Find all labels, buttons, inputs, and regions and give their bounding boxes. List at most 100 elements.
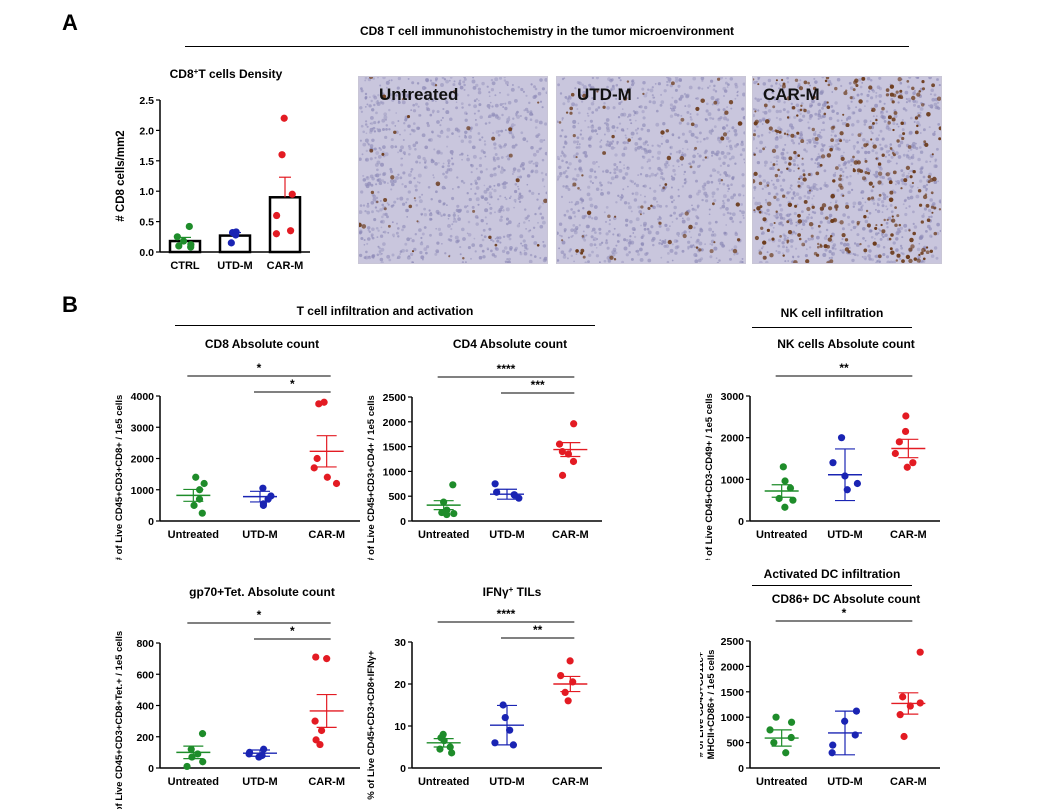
y-tick-label: 1000 — [383, 466, 407, 478]
y-tick-label: 0 — [738, 516, 744, 528]
x-category-label: Untreated — [756, 776, 807, 788]
data-point — [895, 438, 903, 446]
data-point — [317, 726, 326, 735]
y-tick-label: 2500 — [383, 392, 407, 404]
y-tick-label: 0.5 — [139, 217, 154, 229]
t-cell-section-title: T cell infiltration and activation — [296, 304, 474, 318]
data-point — [837, 434, 846, 442]
y-tick-label: 0 — [738, 763, 744, 775]
data-point — [772, 713, 780, 721]
y-tick-label: 3000 — [721, 391, 745, 403]
data-point — [766, 726, 774, 734]
chart-cd8-absolute-count: CD8 Absolute count 0 1000 2000 3000 4000 # of … — [114, 337, 360, 560]
x-category-label: CAR-M — [890, 529, 927, 541]
data-point — [782, 749, 790, 757]
data-point — [198, 509, 206, 517]
x-category-label: Untreated — [418, 776, 469, 788]
chart-title: NK cells Absolute count — [777, 337, 915, 351]
data-point — [316, 740, 324, 749]
data-point — [267, 492, 275, 500]
significance-label: * — [842, 606, 847, 620]
x-category-label: CAR-M — [552, 529, 589, 541]
cd8-stained-cells — [753, 77, 941, 263]
data-point — [909, 459, 917, 467]
micrograph-car-m-label: CAR-M — [763, 85, 820, 104]
nk-section-title: NK cell infiltration — [780, 306, 884, 320]
y-axis-label: # of Live CD45+CD3-CD49+ / 1e5 cells — [704, 393, 715, 560]
x-category-label: UTD-M — [489, 529, 524, 541]
x-category-label: CAR-M — [552, 776, 589, 788]
data-point — [786, 484, 795, 492]
data-point — [558, 471, 567, 479]
data-point — [896, 711, 904, 719]
chart-title: CD86+ DC Absolute count — [772, 592, 921, 606]
bar — [268, 196, 302, 254]
data-point — [443, 510, 451, 519]
data-point — [448, 749, 456, 757]
data-point — [841, 472, 849, 480]
y-tick-label: 1.0 — [139, 186, 154, 198]
tissue-background — [753, 77, 941, 263]
data-point — [175, 242, 183, 250]
significance-label: **** — [497, 362, 516, 376]
chart-title: gp70+Tet. Absolute count — [189, 585, 335, 599]
chart-title: CD8 Absolute count — [205, 337, 319, 351]
data-point — [440, 498, 448, 506]
data-point — [570, 420, 578, 428]
y-tick-label: 2000 — [721, 433, 745, 445]
data-point — [259, 484, 267, 492]
data-point — [903, 463, 911, 471]
x-category-label: CAR-M — [890, 776, 927, 788]
data-point — [852, 707, 861, 715]
y-tick-label: 2000 — [721, 661, 745, 673]
data-point — [446, 743, 454, 751]
significance-label: * — [257, 361, 262, 375]
data-point — [569, 678, 577, 686]
data-point — [566, 657, 574, 665]
y-tick-label: 2.0 — [139, 125, 154, 137]
data-point — [315, 400, 323, 408]
x-category-label: Untreated — [756, 529, 807, 541]
data-point — [310, 464, 318, 472]
panel-a-title: CD8 T cell immunohistochemistry in the t… — [359, 24, 735, 38]
y-tick-label: 500 — [726, 738, 744, 750]
data-point — [829, 741, 837, 749]
data-point — [323, 473, 331, 481]
y-tick-label: 0.0 — [139, 247, 154, 259]
data-point — [501, 714, 509, 722]
data-point — [555, 440, 564, 448]
data-point — [499, 701, 507, 709]
data-point — [901, 427, 910, 436]
y-tick-label: 1.5 — [139, 156, 154, 168]
data-point — [450, 509, 458, 518]
data-point — [185, 222, 193, 231]
x-category-label: Untreated — [168, 776, 219, 788]
data-point — [491, 480, 499, 488]
significance-label: * — [257, 608, 262, 622]
significance-label: **** — [497, 607, 516, 621]
y-tick-label: 600 — [136, 669, 154, 681]
y-tick-label: 20 — [394, 679, 406, 691]
data-point — [194, 750, 202, 758]
data-point — [557, 672, 565, 680]
x-category-label: UTD-M — [242, 776, 277, 788]
micrograph-untreated-label: Untreated — [379, 85, 459, 104]
nk-section-rule — [752, 327, 912, 328]
y-axis-label: # of Live CD45+CD3+CD4+ / 1e5 cells — [366, 395, 377, 560]
y-tick-label: 2000 — [383, 417, 407, 429]
x-category-label: UTD-M — [489, 776, 524, 788]
data-point — [259, 501, 268, 509]
y-tick-label: 400 — [136, 701, 154, 713]
panel-a-title-rule — [185, 46, 909, 47]
data-point — [196, 486, 204, 494]
data-point — [192, 473, 200, 481]
micrograph-untreated: Untreated — [358, 76, 548, 264]
data-point — [506, 726, 514, 734]
x-category-label: CAR-M — [308, 776, 345, 788]
panel-b-letter: B — [62, 292, 78, 317]
y-axis-label: # of Live CD45+CD3+CD8+Tet.+ / 1e5 cells — [114, 631, 125, 809]
chart-cd8-density: CD8+T cells Density 0.0 0.5 1.0 1.5 2.0 2.5 # C… — [115, 67, 310, 272]
x-category-label: Untreated — [168, 529, 219, 541]
y-axis-label: % of Live CD45+CD3+CD8+IFNγ+ — [366, 650, 377, 800]
data-point — [779, 463, 787, 471]
